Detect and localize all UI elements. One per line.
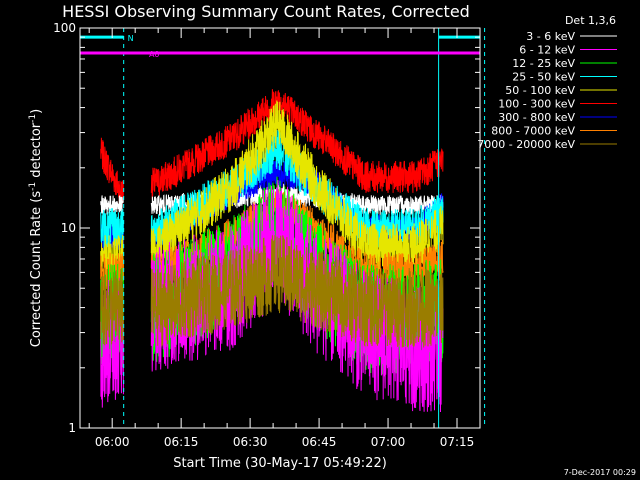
legend-label: 50 - 100 keV	[505, 84, 575, 97]
x-tick-label: 07:00	[371, 435, 406, 449]
y-tick-label: 1	[68, 421, 76, 435]
legend-title: Det 1,3,6	[565, 14, 616, 27]
y-tick-label: 100	[53, 21, 76, 35]
x-tick-label: 06:30	[233, 435, 268, 449]
x-tick-label: 06:45	[302, 435, 337, 449]
legend-label: 100 - 300 keV	[498, 98, 575, 111]
y-tick-label: 10	[61, 221, 76, 235]
legend-label: 300 - 800 keV	[498, 111, 575, 124]
legend-label: 3 - 6 keV	[526, 30, 575, 43]
legend-label: 12 - 25 keV	[512, 57, 575, 70]
flag-label: N	[128, 34, 134, 43]
series-line	[100, 235, 444, 348]
series-line	[100, 89, 444, 207]
legend-label: 800 - 7000 keV	[491, 125, 575, 138]
legend-label: 6 - 12 keV	[519, 44, 575, 57]
timestamp: 7-Dec-2017 00:29	[564, 468, 636, 477]
legend-label: 25 - 50 keV	[512, 71, 575, 84]
x-tick-label: 06:15	[164, 435, 199, 449]
x-tick-label: 07:15	[440, 435, 475, 449]
legend-label: 7000 - 20000 keV	[477, 138, 575, 151]
x-tick-label: 06:00	[95, 435, 130, 449]
flag-label: A0	[149, 50, 160, 59]
chart-title: HESSI Observing Summary Count Rates, Cor…	[62, 2, 470, 21]
y-axis-label: Corrected Count Rate (s-1 detector-1)	[28, 109, 44, 347]
x-axis-label: Start Time (30-May-17 05:49:22)	[173, 456, 387, 471]
plot-area: N A0 1 10 100 06:00 06:15 06:30 06:45 07:00 07:15	[53, 21, 486, 449]
